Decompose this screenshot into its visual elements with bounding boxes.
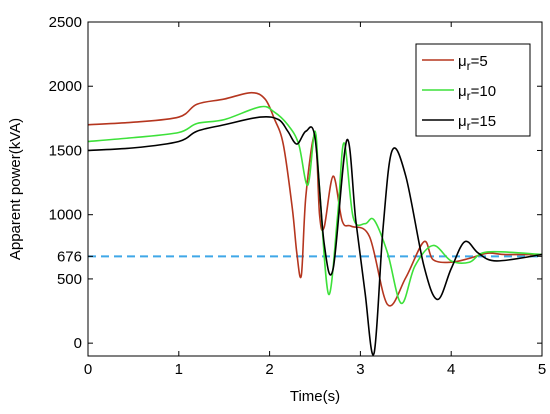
y-tick-label: 2500 bbox=[49, 14, 82, 31]
y-tick-label: 0 bbox=[74, 335, 82, 352]
series-line-3 bbox=[87, 115, 543, 356]
legend-label: μr=15 bbox=[458, 113, 496, 133]
series-line-1 bbox=[87, 91, 543, 307]
x-axis-label: Time(s) bbox=[290, 388, 340, 405]
y-tick-label: 676 bbox=[57, 248, 82, 265]
y-tick-label: 1000 bbox=[49, 207, 82, 224]
x-tick-label: 2 bbox=[265, 361, 273, 378]
legend-label: μr=10 bbox=[458, 83, 496, 103]
legend-label-subscript: r bbox=[467, 89, 471, 103]
legend-label-subscript: r bbox=[467, 119, 471, 133]
x-tick-label: 1 bbox=[175, 361, 183, 378]
legend-label-subscript: r bbox=[467, 59, 471, 73]
y-tick-label: 500 bbox=[57, 271, 82, 288]
tick-layer: 0 1 2 3 4 5 0 500 676 1000 1500 2000 2500 bbox=[49, 14, 547, 378]
legend-label-value: =5 bbox=[471, 53, 488, 70]
y-tick-label: 1500 bbox=[49, 142, 82, 159]
x-tick-label: 4 bbox=[447, 361, 455, 378]
legend-label: μr=5 bbox=[458, 53, 488, 73]
legend-label-symbol: μ bbox=[458, 113, 467, 130]
legend-label-value: =10 bbox=[471, 83, 496, 100]
x-tick-label: 3 bbox=[356, 361, 364, 378]
y-axis-label: Apparent power(kVA) bbox=[7, 118, 24, 260]
legend-label-value: =15 bbox=[471, 113, 496, 130]
series-layer bbox=[87, 91, 543, 356]
x-tick-label: 5 bbox=[538, 361, 546, 378]
legend-label-symbol: μ bbox=[458, 53, 467, 70]
plot-frame bbox=[87, 21, 543, 357]
legend-label-symbol: μ bbox=[458, 83, 467, 100]
y-tick-label: 2000 bbox=[49, 78, 82, 95]
x-tick-label: 0 bbox=[84, 361, 92, 378]
